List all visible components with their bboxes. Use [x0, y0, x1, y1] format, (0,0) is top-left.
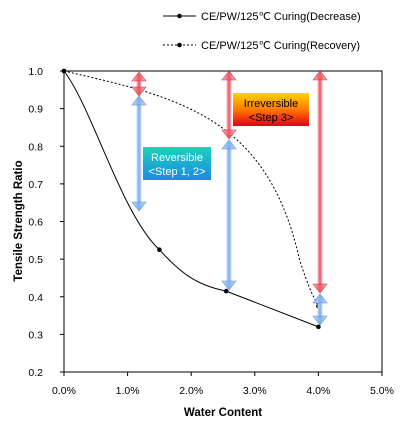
arrow-irreversible-1 [131, 71, 147, 97]
arrow-head-up [221, 139, 237, 150]
x-axis-title: Water Content [184, 407, 262, 419]
arrow-head-down [131, 201, 147, 212]
arrow-reversible-1 [131, 95, 147, 212]
annotation-reversible: Reversible <Step 1, 2> [143, 147, 211, 180]
data-point-decrease [316, 324, 321, 330]
arrow-shaft [226, 80, 232, 130]
arrow-shaft [317, 80, 323, 284]
arrow-head-down [312, 283, 328, 294]
arrow-reversible-2 [221, 139, 237, 291]
legend-label-decrease: CE/PW/125℃ Curing(Decrease) [201, 11, 361, 23]
arrow-head-up [131, 95, 147, 106]
x-tick-label: 3.0% [243, 385, 267, 397]
arrow-head-down [131, 86, 147, 97]
y-axis-title: Tensile Strength Ratio [13, 160, 25, 281]
arrow-irreversible-3 [312, 70, 328, 294]
series-line-decrease [63, 70, 319, 328]
y-tick-label: 0.5 [28, 254, 43, 266]
arrow-irreversible-2 [221, 70, 237, 140]
arrow-shaft [136, 105, 142, 202]
arrow-shaft [317, 303, 323, 316]
annotation-box [143, 147, 211, 180]
arrow-reversible-3 [312, 293, 328, 326]
legend: CE/PW/125℃ Curing(Decrease) CE/PW/125℃ C… [163, 11, 361, 52]
legend-entry-recovery: CE/PW/125℃ Curing(Recovery) [163, 40, 360, 52]
x-tick-label: 0.0% [52, 385, 76, 397]
y-tick-label: 0.7 [28, 179, 43, 191]
annotation-label: <Step 3> [249, 112, 294, 124]
plot-area [63, 70, 383, 373]
y-tick-label: 0.9 [28, 104, 43, 116]
annotation-label: <Step 1, 2> [149, 166, 206, 178]
x-tick-label: 2.0% [179, 385, 203, 397]
y-tick-label: 0.8 [28, 141, 43, 153]
arrow-shaft [226, 149, 232, 281]
arrow-head-up [221, 70, 237, 81]
arrow-shaft [136, 81, 142, 87]
annotations: Reversible <Step 1, 2> Irreversible <Step 3… [131, 70, 328, 326]
y-tick-label: 0.4 [28, 292, 43, 304]
data-point-recovery [61, 68, 67, 74]
y-tick-label: 0.6 [28, 217, 43, 229]
axis-ticks: 0.0% 1.0% 2.0% 3.0% 4.0% 5.0% 1.0 0.9 0.8 0.7 0.6 0… [28, 66, 394, 397]
x-tick-label: 1.0% [116, 385, 140, 397]
arrow-head-down [312, 315, 328, 326]
x-tick-label: 5.0% [370, 385, 394, 397]
annotation-label: Reversible [151, 152, 203, 164]
legend-label-recovery: CE/PW/125℃ Curing(Recovery) [201, 40, 360, 52]
data-point-decrease [157, 247, 162, 253]
annotation-label: Irreversible [244, 98, 298, 110]
arrow-head-down [221, 280, 237, 291]
arrow-head-up [312, 70, 328, 81]
y-tick-label: 1.0 [28, 66, 43, 78]
y-tick-label: 0.3 [28, 329, 43, 341]
arrow-head-up [312, 293, 328, 304]
y-tick-label: 0.2 [28, 367, 43, 379]
arrow-head-up [131, 71, 147, 82]
annotation-box [233, 93, 309, 126]
legend-entry-decrease: CE/PW/125℃ Curing(Decrease) [163, 11, 361, 23]
annotation-irreversible: Irreversible <Step 3> [233, 93, 309, 126]
arrow-head-down [221, 129, 237, 140]
data-point-decrease [223, 288, 229, 294]
x-tick-label: 4.0% [306, 385, 330, 397]
